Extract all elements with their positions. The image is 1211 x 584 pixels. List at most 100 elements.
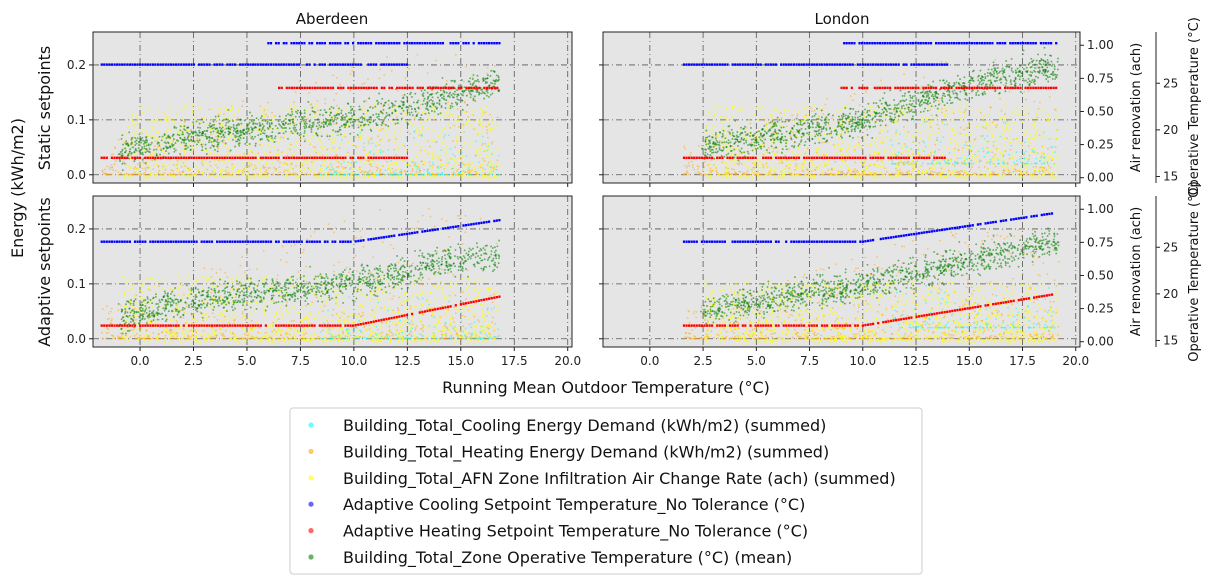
heating-energy-point (857, 136, 859, 138)
cooling-energy-point (484, 168, 487, 171)
heating-energy-point (738, 148, 740, 151)
operative-temperature-point (312, 123, 315, 126)
heating-energy-point (277, 160, 279, 162)
cooling-energy-point (927, 162, 929, 165)
air-change-point (367, 175, 370, 179)
heating-setpoint-point (349, 156, 352, 159)
air-change-point (1008, 141, 1011, 144)
cooling-energy-point (390, 173, 392, 176)
air-change-point (997, 174, 1000, 177)
heating-setpoint-point (192, 156, 196, 159)
air-change-point (931, 126, 935, 129)
operative-temperature-point (410, 95, 413, 98)
air-change-point (169, 129, 172, 132)
cooling-energy-point (369, 150, 372, 153)
heating-energy-point (429, 145, 431, 148)
air-change-point (395, 163, 398, 166)
air-change-point (403, 119, 407, 123)
air-change-point (989, 171, 992, 174)
heating-energy-point (321, 154, 324, 157)
operative-temperature-point (330, 116, 333, 119)
heating-energy-point (317, 126, 320, 129)
cooling-energy-point (341, 139, 343, 141)
heating-setpoint-point (341, 156, 344, 159)
heating-energy-point (922, 140, 924, 143)
operative-temperature-point (299, 111, 302, 114)
operative-temperature-point (311, 124, 314, 127)
air-change-point (137, 167, 140, 170)
heating-energy-point (731, 173, 734, 175)
heating-energy-point (958, 170, 960, 173)
cooling-setpoint-point (205, 63, 208, 66)
air-change-point (456, 139, 459, 142)
heating-setpoint-point (105, 156, 108, 159)
operative-temperature-point (173, 147, 176, 150)
air-change-point (147, 108, 150, 111)
heating-energy-point (315, 81, 317, 84)
air-change-point (327, 164, 331, 167)
air-change-point (396, 146, 399, 149)
cooling-energy-point (359, 131, 362, 134)
operative-temperature-point (440, 93, 443, 96)
heating-energy-point (170, 169, 173, 172)
heating-setpoint-point (352, 86, 355, 90)
heating-setpoint-point (300, 156, 303, 159)
operative-temperature-point (234, 134, 236, 137)
operative-temperature-point (371, 106, 374, 109)
air-change-point (833, 127, 836, 130)
operative-temperature-point (165, 142, 167, 145)
cooling-setpoint-point (403, 42, 406, 45)
heating-energy-point (157, 172, 160, 175)
heating-energy-point (852, 170, 854, 173)
air-change-point (431, 156, 434, 159)
heating-energy-point (715, 135, 718, 138)
heating-energy-point (868, 164, 871, 167)
air-change-point (748, 167, 751, 171)
cooling-setpoint-point (105, 63, 108, 66)
cooling-setpoint-point (100, 63, 103, 66)
cooling-setpoint-point (180, 63, 183, 66)
heating-setpoint-point (280, 86, 283, 90)
air-change-point (737, 174, 740, 178)
air-change-point (769, 167, 773, 170)
air-change-point (376, 163, 379, 166)
operative-temperature-point (213, 126, 216, 129)
air-change-point (840, 146, 843, 150)
cooling-energy-point (454, 155, 457, 158)
air-change-point (257, 157, 260, 160)
air-change-point (312, 168, 315, 171)
air-change-point (246, 118, 249, 121)
air-change-point (387, 167, 391, 170)
heating-energy-point (208, 172, 211, 175)
heating-setpoint-point (337, 86, 340, 90)
operative-temperature-point (173, 126, 176, 129)
operative-temperature-point (423, 89, 426, 92)
operative-temperature-point (480, 88, 483, 91)
air-change-point (731, 107, 734, 110)
heating-energy-point (314, 146, 317, 149)
heating-energy-point (748, 173, 750, 175)
cooling-setpoint-point (308, 63, 311, 66)
heating-energy-point (865, 173, 868, 176)
operative-temperature-point (376, 124, 379, 127)
air-change-point (230, 135, 233, 138)
air-change-point (342, 158, 345, 161)
operative-temperature-point (178, 134, 181, 137)
operative-temperature-point (310, 126, 313, 129)
heating-energy-point (742, 171, 745, 174)
heating-energy-point (745, 172, 748, 175)
air-change-point (440, 136, 443, 139)
cooling-energy-point (467, 167, 470, 169)
heating-energy-point (1036, 66, 1038, 69)
heating-energy-point (753, 173, 756, 176)
operative-temperature-point (208, 139, 211, 142)
heating-energy-point (326, 148, 329, 151)
air-change-point (188, 169, 191, 172)
air-change-point (772, 170, 775, 173)
air-change-point (773, 176, 777, 179)
heating-energy-point (462, 170, 465, 172)
operative-temperature-point (223, 136, 226, 139)
cooling-energy-point (1048, 138, 1051, 141)
air-change-point (156, 110, 159, 113)
operative-temperature-point (410, 105, 413, 108)
